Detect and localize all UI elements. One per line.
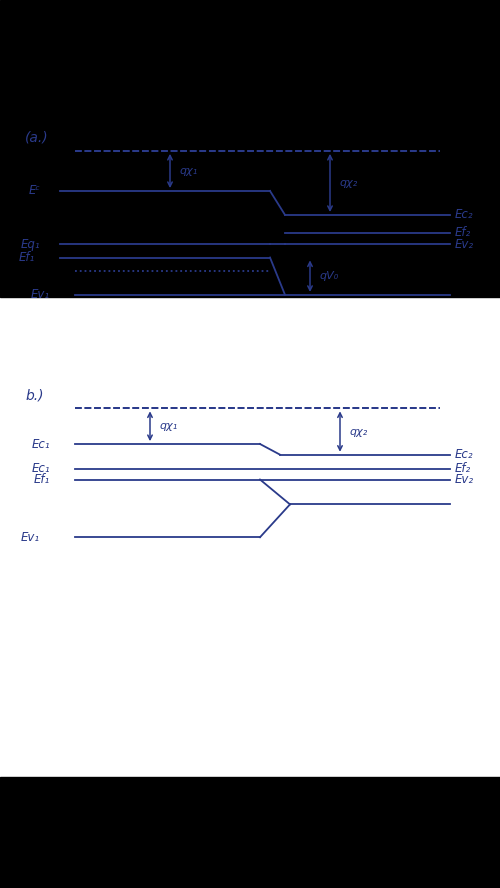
Text: Ef₁: Ef₁: [34, 473, 50, 486]
Text: Ev₂: Ev₂: [455, 238, 474, 250]
Text: Ev₁: Ev₁: [21, 531, 40, 543]
Text: qχ₂: qχ₂: [339, 178, 357, 188]
Text: Ec₂: Ec₂: [455, 209, 473, 221]
Text: Ev₂: Ev₂: [455, 473, 474, 486]
Text: (a.): (a.): [25, 131, 48, 145]
Text: Ev₁: Ev₁: [31, 289, 50, 301]
Bar: [0, 777, 500, 888]
Text: qV₀: qV₀: [319, 271, 338, 281]
Text: qχ₁: qχ₁: [159, 421, 177, 432]
Text: Ef₁: Ef₁: [19, 251, 35, 264]
Text: Ec₁: Ec₁: [32, 438, 50, 450]
Text: Ef₂: Ef₂: [455, 226, 471, 239]
Text: qχ₁: qχ₁: [179, 166, 198, 176]
Text: Eᶜ: Eᶜ: [28, 185, 40, 197]
Bar: [0, 0, 500, 297]
Text: Ef₂: Ef₂: [455, 463, 471, 475]
Text: Ec₂: Ec₂: [455, 448, 473, 461]
Text: Eq₁: Eq₁: [20, 238, 40, 250]
Text: Ec₁: Ec₁: [32, 463, 50, 475]
Text: qχ₂: qχ₂: [349, 426, 368, 437]
Text: b.): b.): [25, 388, 44, 402]
